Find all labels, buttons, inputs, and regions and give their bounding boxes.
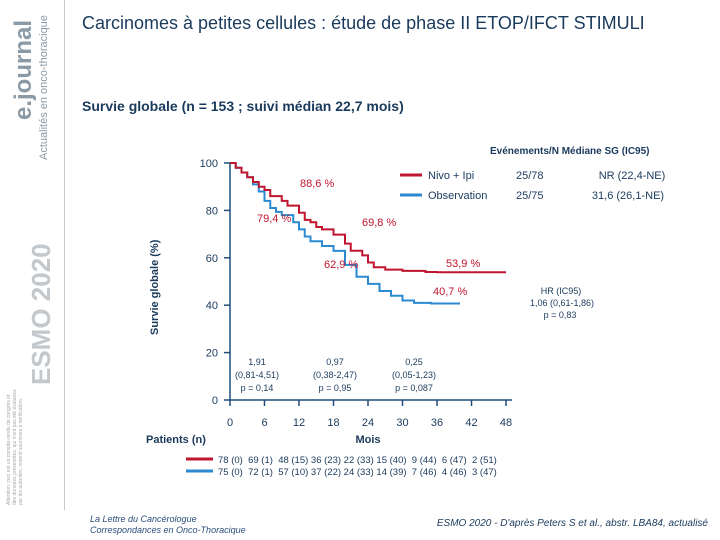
y-tick-label: 20 <box>206 348 218 360</box>
brand-logo: e.journal <box>10 19 37 120</box>
x-tick-label: 6 <box>261 417 267 429</box>
legend-events-obs: 25/75 <box>516 190 544 202</box>
legend-label-nivo: Nivo + Ipi <box>428 170 474 182</box>
x-tick-label: 48 <box>500 417 512 429</box>
km-curve-observation <box>230 162 460 305</box>
hr-3-ci: (0,05-1,23) <box>392 370 436 380</box>
page-subtitle: Survie globale (n = 153 ; suivi médian 2… <box>82 98 404 114</box>
hr-overall-label: HR (IC95) <box>541 286 582 296</box>
x-tick-label: 0 <box>227 417 233 429</box>
annotation-79-4: 79,4 % <box>257 213 291 225</box>
footer-citation: ESMO 2020 - D'après Peters S et al., abs… <box>436 518 708 529</box>
hr-block-1: 1,91 (0,81-4,51) p = 0,14 <box>235 357 279 393</box>
y-tick-label: 0 <box>212 395 218 407</box>
annotation-62-9: 62,9 % <box>324 259 358 271</box>
x-tick-label: 36 <box>431 417 443 429</box>
risk-row-obs: 75 (0) 72 (1) 57 (10) 37 (22) 24 (33) 14… <box>218 467 497 478</box>
legend-header: Evénements/N Médiane SG (IC95) <box>490 146 650 157</box>
legend-median-nivo: NR (22,4-NE) <box>599 170 666 182</box>
x-tick-label: 24 <box>362 417 374 429</box>
y-axis-label: Survie globale (%) <box>149 239 161 335</box>
brand-subtitle: Actualités en onco-thoracique <box>38 15 50 160</box>
legend-median-obs: 31,6 (26,1-NE) <box>592 190 664 202</box>
x-tick-label: 18 <box>327 417 339 429</box>
hr-1-ci: (0,81-4,51) <box>235 370 279 380</box>
x-axis-label: Mois <box>355 434 380 446</box>
hr-3-p: p = 0,087 <box>395 383 433 393</box>
y-tick-label: 40 <box>206 300 218 312</box>
hr-overall-value: 1,06 (0,61-1,86) <box>530 298 594 308</box>
y-tick-label: 100 <box>200 158 218 170</box>
hr-overall: HR (IC95) 1,06 (0,61-1,86) p = 0,83 <box>530 286 594 320</box>
hr-1-p: p = 0,14 <box>241 383 274 393</box>
hr-2-ci: (0,38-2,47) <box>313 370 357 380</box>
hr-block-2: 0,97 (0,38-2,47) p = 0,95 <box>313 357 357 393</box>
x-tick-label: 42 <box>465 417 477 429</box>
y-tick-label: 60 <box>206 253 218 265</box>
page-title: Carcinomes à petites cellules : étude de… <box>82 13 645 33</box>
annotation-40-7: 40,7 % <box>433 286 467 298</box>
annotation-69-8: 69,8 % <box>362 217 396 229</box>
legend-label-obs: Observation <box>428 190 487 202</box>
hr-2-p: p = 0,95 <box>319 383 352 393</box>
annotation-53-9: 53,9 % <box>446 258 480 270</box>
sidebar-divider <box>64 0 65 510</box>
footer-journal-line2: Correspondances en Onco-Thoracique <box>90 525 246 535</box>
footer-journal-line1: La Lettre du Cancérologue <box>90 514 197 524</box>
footer-journal: La Lettre du Cancérologue Correspondance… <box>90 514 246 536</box>
risk-row-nivo: 78 (0) 69 (1) 48 (15) 36 (23) 22 (33) 15… <box>218 455 497 466</box>
hr-2-value: 0,97 <box>326 357 344 367</box>
sidebar: e.journal Actualités en onco-thoracique … <box>0 0 68 540</box>
disclaimer-text: Attention: ceci est un compte-rendu de c… <box>6 390 24 505</box>
y-tick-label: 80 <box>206 205 218 217</box>
x-tick-label: 30 <box>396 417 408 429</box>
x-tick-label: 12 <box>293 417 305 429</box>
annotation-88-6: 88,6 % <box>300 178 334 190</box>
hr-3-value: 0,25 <box>405 357 423 367</box>
congress-watermark: ESMO 2020 <box>26 243 56 385</box>
legend-events-nivo: 25/78 <box>516 170 544 182</box>
km-curve-nivo-ipi <box>230 162 506 274</box>
hr-block-3: 0,25 (0,05-1,23) p = 0,087 <box>392 357 436 393</box>
risk-table-label: Patients (n) <box>146 434 206 446</box>
hr-overall-p: p = 0,83 <box>544 310 577 320</box>
hr-1-value: 1,91 <box>248 357 266 367</box>
disclaimer-content: Attention: ceci est un compte-rendu de c… <box>6 389 24 505</box>
